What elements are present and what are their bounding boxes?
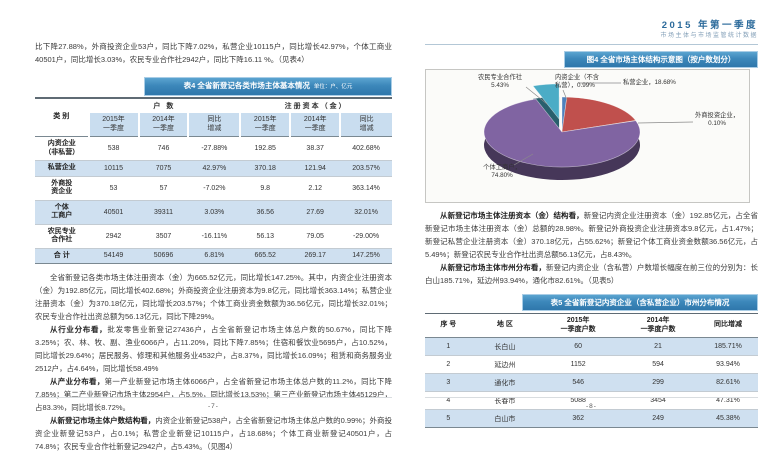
pie-chart-canvas (483, 83, 641, 181)
table-row: 内资企业 （非私营） 538 746 -27.88% 192.85 38.37 402.… (35, 137, 392, 161)
table-row: 1 长白山 60 21 185.71% (425, 337, 758, 356)
table4-group-header-row: 类 别 户 数 注册资本（金） (35, 98, 392, 120)
left-page: 比下降27.88%，外商投资企业53户，同比下降7.02%，私营企业10115户… (35, 0, 393, 451)
table4-group-capital: 注册资本（金） (284, 103, 348, 110)
right-page: 2015 年第一季度 市场主体与市场监管统计数据 图4 全省市场主体结构示意图（… (425, 0, 758, 437)
report-subtitle: 市场主体与市场监管统计数据 (660, 33, 758, 39)
table-row: 3 通化市 546 299 82.61% (425, 373, 758, 392)
footer-rule (35, 397, 392, 398)
table-row: 4 长春市 5088 3454 47.31% (425, 392, 758, 410)
pie-label-individual: 个体工商户， 74.80% (483, 164, 521, 179)
page-number: -8- (586, 403, 597, 410)
table4-subheader: 2014年 一季度 (289, 113, 341, 137)
page-number: -7- (208, 403, 219, 410)
table5: 序 号 地 区 2015年 一季度户数 2014年 一季度户数 同比增减 1 长白… (425, 313, 758, 428)
table4-subheader: 2015年 一季度 (87, 113, 139, 137)
left-page-footer: -7- (35, 397, 392, 410)
table5-title: 表5 全省新登记内资企业（含私营企业）市州分布情况 (550, 298, 730, 307)
pie-chart: 农民专业合作社 5.43% 内资企业（不含 私营），0.99% 私营企业，18.… (425, 69, 750, 203)
table5-title-bar: 表5 全省新登记内资企业（含私营企业）市州分布情况 (522, 294, 758, 311)
body-paragraph: 从产业分布看，第一产业新登记市场主体6066户，占全省新登记市场主体总户数的11… (35, 377, 392, 412)
body-paragraph: 从新登记市场主体市州分布看，新登记内资企业（含私营）户数增长幅度在前三位的分别为… (425, 263, 759, 285)
figure4-title: 图4 全省市场主体结构示意图（按户数划分） (586, 55, 736, 64)
table4-subheader: 2015年 一季度 (239, 113, 291, 137)
report-title: 2015 年第一季度 (661, 20, 758, 31)
table4-sub-header-row: 2015年 一季度 2014年 一季度 同比 增减 2015年 一季度 2014… (35, 113, 392, 137)
table-row: 个体 工商户 40501 39311 3.03% 36.56 27.69 32.01% (35, 200, 392, 224)
table4-group-households: 户 数 (153, 103, 176, 110)
right-page-header: 2015 年第一季度 市场主体与市场监管统计数据 (425, 0, 758, 45)
table-row: 2 延边州 1152 594 93.94% (425, 356, 758, 374)
header-rule (425, 44, 758, 45)
figure4-title-bar: 图4 全省市场主体结构示意图（按户数划分） (564, 51, 758, 68)
pie-label-domestic: 内资企业（不含 私营），0.99% (555, 74, 600, 89)
pie-label-coop: 农民专业合作社 5.43% (477, 74, 523, 89)
table4-row-header: 类 别 (53, 113, 70, 121)
pie-label-private: 私营企业，18.68% (623, 79, 676, 86)
table4-subheader: 同比 增减 (339, 113, 392, 137)
footer-rule (425, 397, 758, 398)
table4-title: 表4 全省新登记各类市场主体基本情况 (183, 81, 310, 90)
table4-subheader: 2014年 一季度 (137, 113, 189, 137)
pie-label-foreign: 外商投资企业， 0.10% (694, 112, 740, 127)
table4-title-bar: 表4 全省新登记各类市场主体基本情况 单位：户、亿元 (144, 77, 392, 96)
pie-leader-lines (513, 82, 694, 166)
table4-subheader: 同比 增减 (187, 113, 241, 137)
table-row: 5 白山市 362 249 45.38% (425, 409, 758, 428)
body-paragraph: 全省新登记各类市场主体注册资本（金）为665.52亿元，同比增长147.25%。… (35, 273, 392, 321)
table4: 类 别 户 数 注册资本（金） 2015年 一季度 2014年 一季度 同比 增… (35, 97, 392, 264)
body-paragraph: 从行业分布看，批发零售业新登记27436户，占全省新登记市场主体总户数的50.6… (35, 325, 393, 373)
body-paragraph: 从新登记市场主体注册资本（金）结构看，新登记内资企业注册资本（金）192.85亿… (425, 211, 758, 259)
right-page-footer: -8- (425, 397, 758, 410)
table-row: 农民专业 合作社 2942 3507 -16.11% 56.13 79.05 -29.0… (35, 224, 392, 248)
table-row-total: 合 计 54149 50696 6.81% 665.52 269.17 147.25% (35, 248, 392, 264)
table5-header-row: 序 号 地 区 2015年 一季度户数 2014年 一季度户数 同比增减 (425, 313, 758, 338)
table4-unit: 单位：户、亿元 (313, 84, 353, 90)
body-paragraph: 从新登记市场主体户数结构看，内资企业新登记538户，占全省新登记市场主体总户数的… (35, 416, 393, 451)
intro-paragraph: 比下降27.88%，外商投资企业53户，同比下降7.02%，私营企业10115户… (35, 42, 392, 64)
table-row: 外商投 资企业 53 57 -7.02% 9.8 2.12 363.14% (35, 176, 392, 200)
table-row: 私营企业 10115 7075 42.97% 370.18 121.94 203.57% (35, 160, 392, 176)
